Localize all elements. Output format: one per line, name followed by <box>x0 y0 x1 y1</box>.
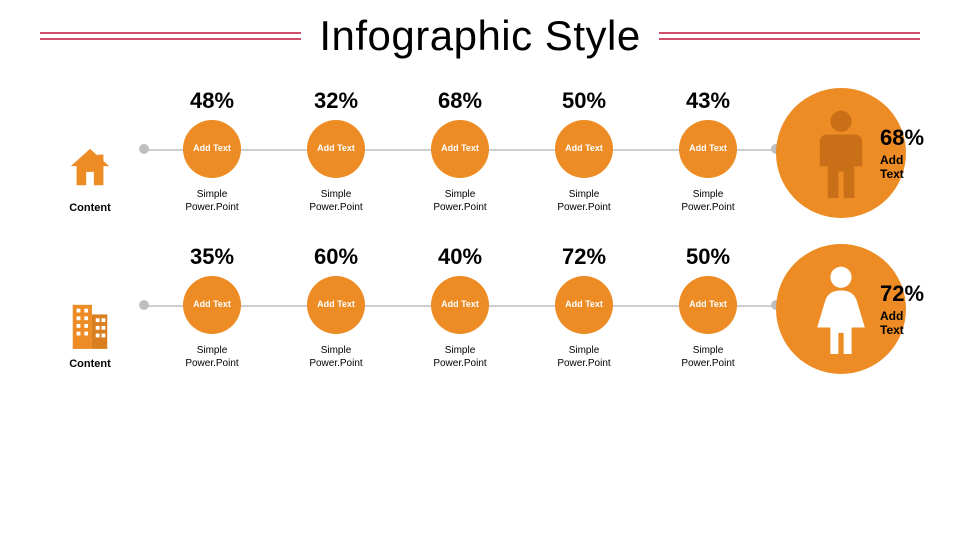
row-2-mid: 35% 60% 40% 72% 50% Add Text Add Text Ad… <box>150 244 770 370</box>
title-rule-right <box>659 32 920 40</box>
row-2-left: Content <box>30 244 150 370</box>
row-1-left-label: Content <box>69 202 111 214</box>
row-1-circle-3: Add Text <box>555 120 613 178</box>
row-2-summary-percent: 72% <box>880 281 924 307</box>
row-2-summary-sub: Add Text <box>880 309 924 337</box>
row-1-dot-left <box>139 144 149 154</box>
row-2-cap-1: SimplePower.Point <box>274 334 398 370</box>
row-1-percent-2: 68% <box>398 88 522 120</box>
person-female-icon <box>809 264 873 354</box>
row-2-cap-0: SimplePower.Point <box>150 334 274 370</box>
row-1-big-circle: 68% Add Text <box>776 88 906 218</box>
row-2-cap-2: SimplePower.Point <box>398 334 522 370</box>
row-2-circle-4: Add Text <box>679 276 737 334</box>
row-1: Content 48% 32% 68% 50% 43% Add Text Add… <box>30 88 930 218</box>
row-2-circle-3: Add Text <box>555 276 613 334</box>
row-2-right: 72% Add Text <box>770 244 930 374</box>
row-1-mid: 48% 32% 68% 50% 43% Add Text Add Text Ad… <box>150 88 770 214</box>
row-2-percent-0: 35% <box>150 244 274 276</box>
row-2-percent-4: 50% <box>646 244 770 276</box>
row-2-summary-text: 72% Add Text <box>880 281 924 337</box>
row-2-cap-3: SimplePower.Point <box>522 334 646 370</box>
row-2-cap-4: SimplePower.Point <box>646 334 770 370</box>
row-2-circle-1: Add Text <box>307 276 365 334</box>
row-2: Content 35% 60% 40% 72% 50% Add Text Add… <box>30 244 930 374</box>
row-2-circle-2: Add Text <box>431 276 489 334</box>
row-2-percent-1: 60% <box>274 244 398 276</box>
row-2-dot-left <box>139 300 149 310</box>
row-1-percent-0: 48% <box>150 88 274 120</box>
page-title: Infographic Style <box>319 12 640 60</box>
content-area: Content 48% 32% 68% 50% 43% Add Text Add… <box>0 88 960 374</box>
row-2-percent-3: 72% <box>522 244 646 276</box>
row-2-left-label: Content <box>69 358 111 370</box>
row-1-percent-4: 43% <box>646 88 770 120</box>
row-1-percent-3: 50% <box>522 88 646 120</box>
row-1-cap-2: SimplePower.Point <box>398 178 522 214</box>
row-1-cap-0: SimplePower.Point <box>150 178 274 214</box>
row-1-circle-1: Add Text <box>307 120 365 178</box>
row-1-cap-3: SimplePower.Point <box>522 178 646 214</box>
row-1-percent-1: 32% <box>274 88 398 120</box>
building-icon <box>67 296 113 352</box>
row-1-cap-4: SimplePower.Point <box>646 178 770 214</box>
row-1-circle-2: Add Text <box>431 120 489 178</box>
row-2-big-circle: 72% Add Text <box>776 244 906 374</box>
row-1-summary-percent: 68% <box>880 125 924 151</box>
row-1-circle-0: Add Text <box>183 120 241 178</box>
title-bar: Infographic Style <box>0 0 960 60</box>
row-1-summary-text: 68% Add Text <box>880 125 924 181</box>
row-2-circle-0: Add Text <box>183 276 241 334</box>
row-2-percent-2: 40% <box>398 244 522 276</box>
row-1-right: 68% Add Text <box>770 88 930 218</box>
row-2-circles: Add Text Add Text Add Text Add Text Add … <box>150 276 770 334</box>
row-1-summary-sub: Add Text <box>880 153 924 181</box>
row-1-circles: Add Text Add Text Add Text Add Text Add … <box>150 120 770 178</box>
home-icon <box>67 140 113 196</box>
row-1-left: Content <box>30 88 150 214</box>
row-1-circle-4: Add Text <box>679 120 737 178</box>
row-1-cap-1: SimplePower.Point <box>274 178 398 214</box>
title-rule-left <box>40 32 301 40</box>
person-male-icon <box>809 108 873 198</box>
